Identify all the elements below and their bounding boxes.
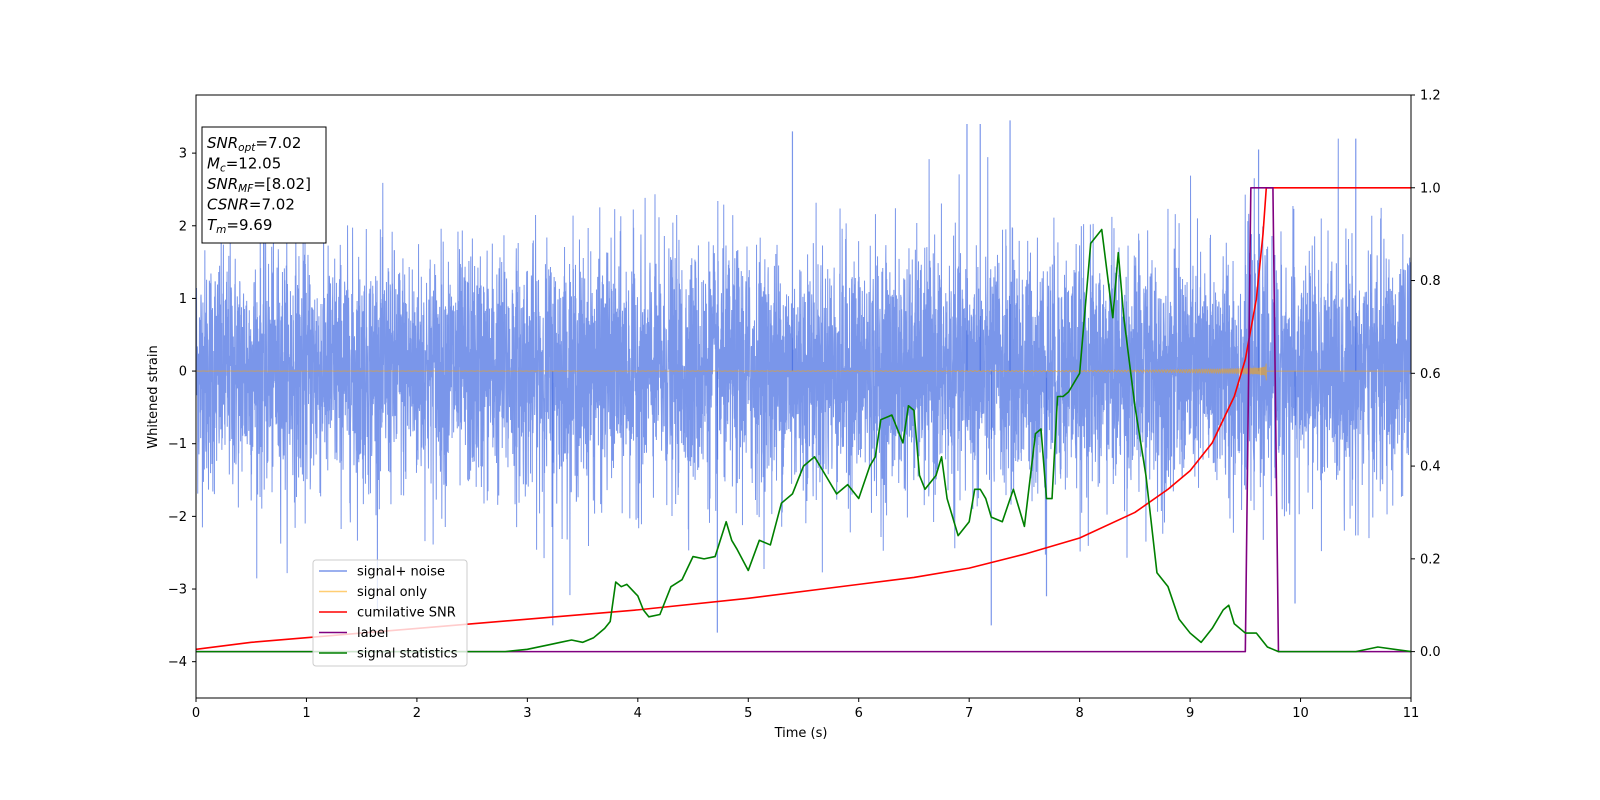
series-lines — [196, 186, 1411, 653]
legend-label: signal only — [357, 585, 427, 600]
info-box: SNRopt=7.02Mc=12.05SNRMF=[8.02]CSNR=7.02… — [201, 126, 327, 244]
y-tick-label: 0 — [179, 365, 187, 380]
legend-frame — [312, 559, 468, 667]
x-tick-label: 6 — [855, 706, 863, 721]
plot-frame — [195, 94, 1412, 699]
legend: signal+ noise signal only cumilative SNR la… — [312, 559, 468, 667]
x-tick-label: 7 — [965, 706, 973, 721]
series-signal-only — [196, 363, 1411, 381]
x-tick-label: 9 — [1186, 706, 1194, 721]
series-cumilative-snr-line — [196, 186, 1411, 651]
x-tick-label: 5 — [744, 706, 752, 721]
y-tick-label: −2 — [168, 510, 187, 525]
legend-label: signal statistics — [357, 647, 458, 662]
y-tick-label: 1 — [179, 292, 187, 307]
x-tick-label: 10 — [1292, 706, 1309, 721]
x-tick-label: 11 — [1403, 706, 1420, 721]
x-axis: 0 1 2 3 4 5 6 7 8 9 10 11 — [192, 698, 1419, 721]
y-tick-label: 3 — [179, 147, 187, 162]
x-tick-label: 3 — [523, 706, 531, 721]
legend-label: label — [357, 626, 388, 641]
y2-tick-label: 0.0 — [1420, 645, 1441, 660]
y2-tick-label: 1.2 — [1420, 89, 1441, 104]
noise-trace — [196, 138, 1411, 611]
x-axis-label: Time (s) — [774, 726, 828, 741]
y-axis-left: −4 −3 −2 −1 0 1 2 3 — [168, 147, 196, 670]
y2-tick-label: 0.6 — [1420, 367, 1441, 382]
x-tick-label: 1 — [302, 706, 310, 721]
info-line: Tm=9.69 — [207, 216, 272, 236]
y-axis-label: Whitened strain — [146, 345, 161, 448]
legend-label: cumilative SNR — [357, 606, 456, 621]
y-tick-label: −1 — [168, 437, 187, 452]
y2-tick-label: 0.4 — [1420, 460, 1441, 475]
y-tick-label: −4 — [168, 655, 187, 670]
y2-tick-label: 0.8 — [1420, 274, 1441, 289]
plot-area — [196, 120, 1411, 653]
info-line: CSNR=7.02 — [207, 196, 295, 214]
legend-label: signal+ noise — [357, 565, 445, 580]
y2-tick-label: 0.2 — [1420, 552, 1441, 567]
series-signal-noise — [196, 120, 1411, 633]
x-tick-label: 0 — [192, 706, 200, 721]
series-signal-statistics-line — [196, 228, 1411, 653]
y-tick-label: −3 — [168, 583, 187, 598]
info-line: SNRopt=7.02 — [207, 134, 301, 154]
x-tick-label: 2 — [413, 706, 421, 721]
y-axis-right: 0.0 0.2 0.4 0.6 0.8 1.0 1.2 — [1411, 89, 1441, 660]
x-tick-label: 4 — [634, 706, 642, 721]
info-box-frame — [201, 126, 327, 244]
info-line: SNRMF=[8.02] — [207, 175, 311, 195]
info-line: Mc=12.05 — [207, 155, 281, 175]
chirp-trace — [196, 363, 1411, 381]
y-tick-label: 2 — [179, 219, 187, 234]
y2-tick-label: 1.0 — [1420, 181, 1441, 196]
x-tick-label: 8 — [1075, 706, 1083, 721]
